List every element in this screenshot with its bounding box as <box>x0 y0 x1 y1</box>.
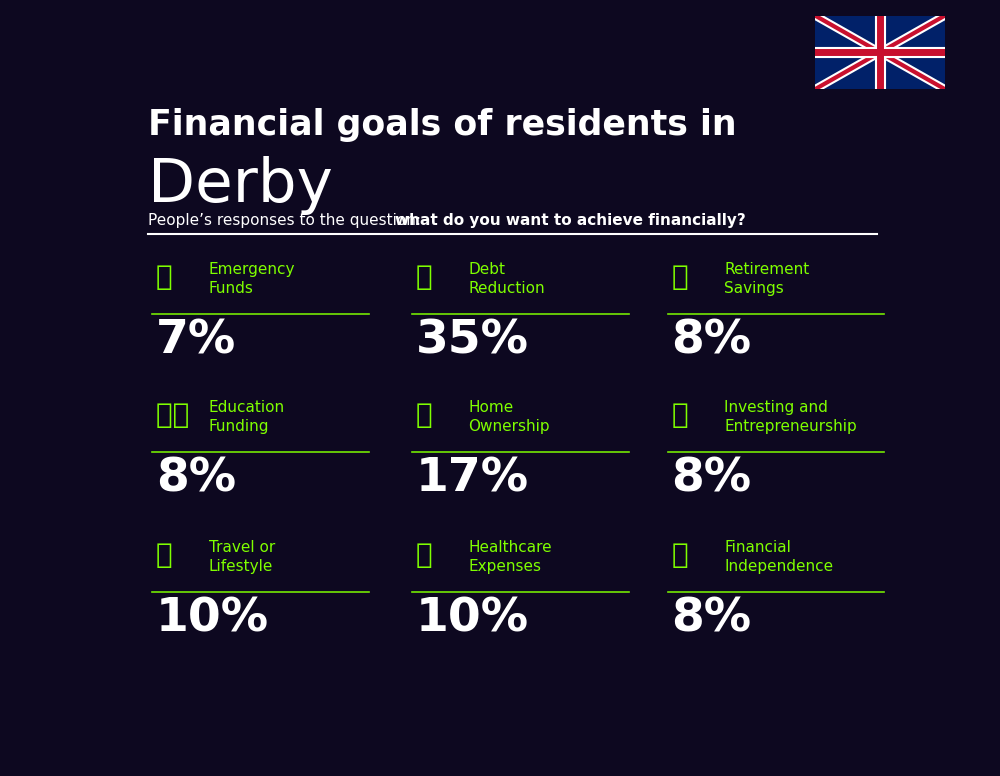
Text: 10%: 10% <box>416 597 529 642</box>
Text: 🏆: 🏆 <box>671 542 688 570</box>
Text: 👩‍🏫: 👩‍🏫 <box>156 401 189 429</box>
Text: 8%: 8% <box>156 456 236 501</box>
Text: Investing and
Entrepreneurship: Investing and Entrepreneurship <box>724 400 857 434</box>
Text: Education
Funding: Education Funding <box>209 400 285 434</box>
Text: 💚: 💚 <box>416 542 432 570</box>
Text: 8%: 8% <box>671 319 752 364</box>
Text: 🏛: 🏛 <box>416 263 432 292</box>
Text: Travel or
Lifestyle: Travel or Lifestyle <box>209 540 275 574</box>
Text: 🏠: 🏠 <box>416 401 432 429</box>
Text: Financial goals of residents in: Financial goals of residents in <box>148 108 737 142</box>
Text: 35%: 35% <box>416 319 529 364</box>
Text: 🔐: 🔐 <box>671 263 688 292</box>
Text: 8%: 8% <box>671 597 752 642</box>
Text: 🐷: 🐷 <box>156 263 173 292</box>
Text: Financial
Independence: Financial Independence <box>724 540 833 574</box>
Text: Emergency
Funds: Emergency Funds <box>209 262 295 296</box>
FancyBboxPatch shape <box>815 16 945 89</box>
Text: People’s responses to the question:: People’s responses to the question: <box>148 213 426 227</box>
Text: 17%: 17% <box>416 456 529 501</box>
Text: Derby: Derby <box>148 156 333 215</box>
Text: 7%: 7% <box>156 319 236 364</box>
Text: Retirement
Savings: Retirement Savings <box>724 262 809 296</box>
Text: Healthcare
Expenses: Healthcare Expenses <box>468 540 552 574</box>
Text: Home
Ownership: Home Ownership <box>468 400 550 434</box>
Text: what do you want to achieve financially?: what do you want to achieve financially? <box>395 213 745 227</box>
Text: Debt
Reduction: Debt Reduction <box>468 262 545 296</box>
Text: 🌴: 🌴 <box>156 542 173 570</box>
Text: 10%: 10% <box>156 597 269 642</box>
Text: 💼: 💼 <box>671 401 688 429</box>
Text: 8%: 8% <box>671 456 752 501</box>
